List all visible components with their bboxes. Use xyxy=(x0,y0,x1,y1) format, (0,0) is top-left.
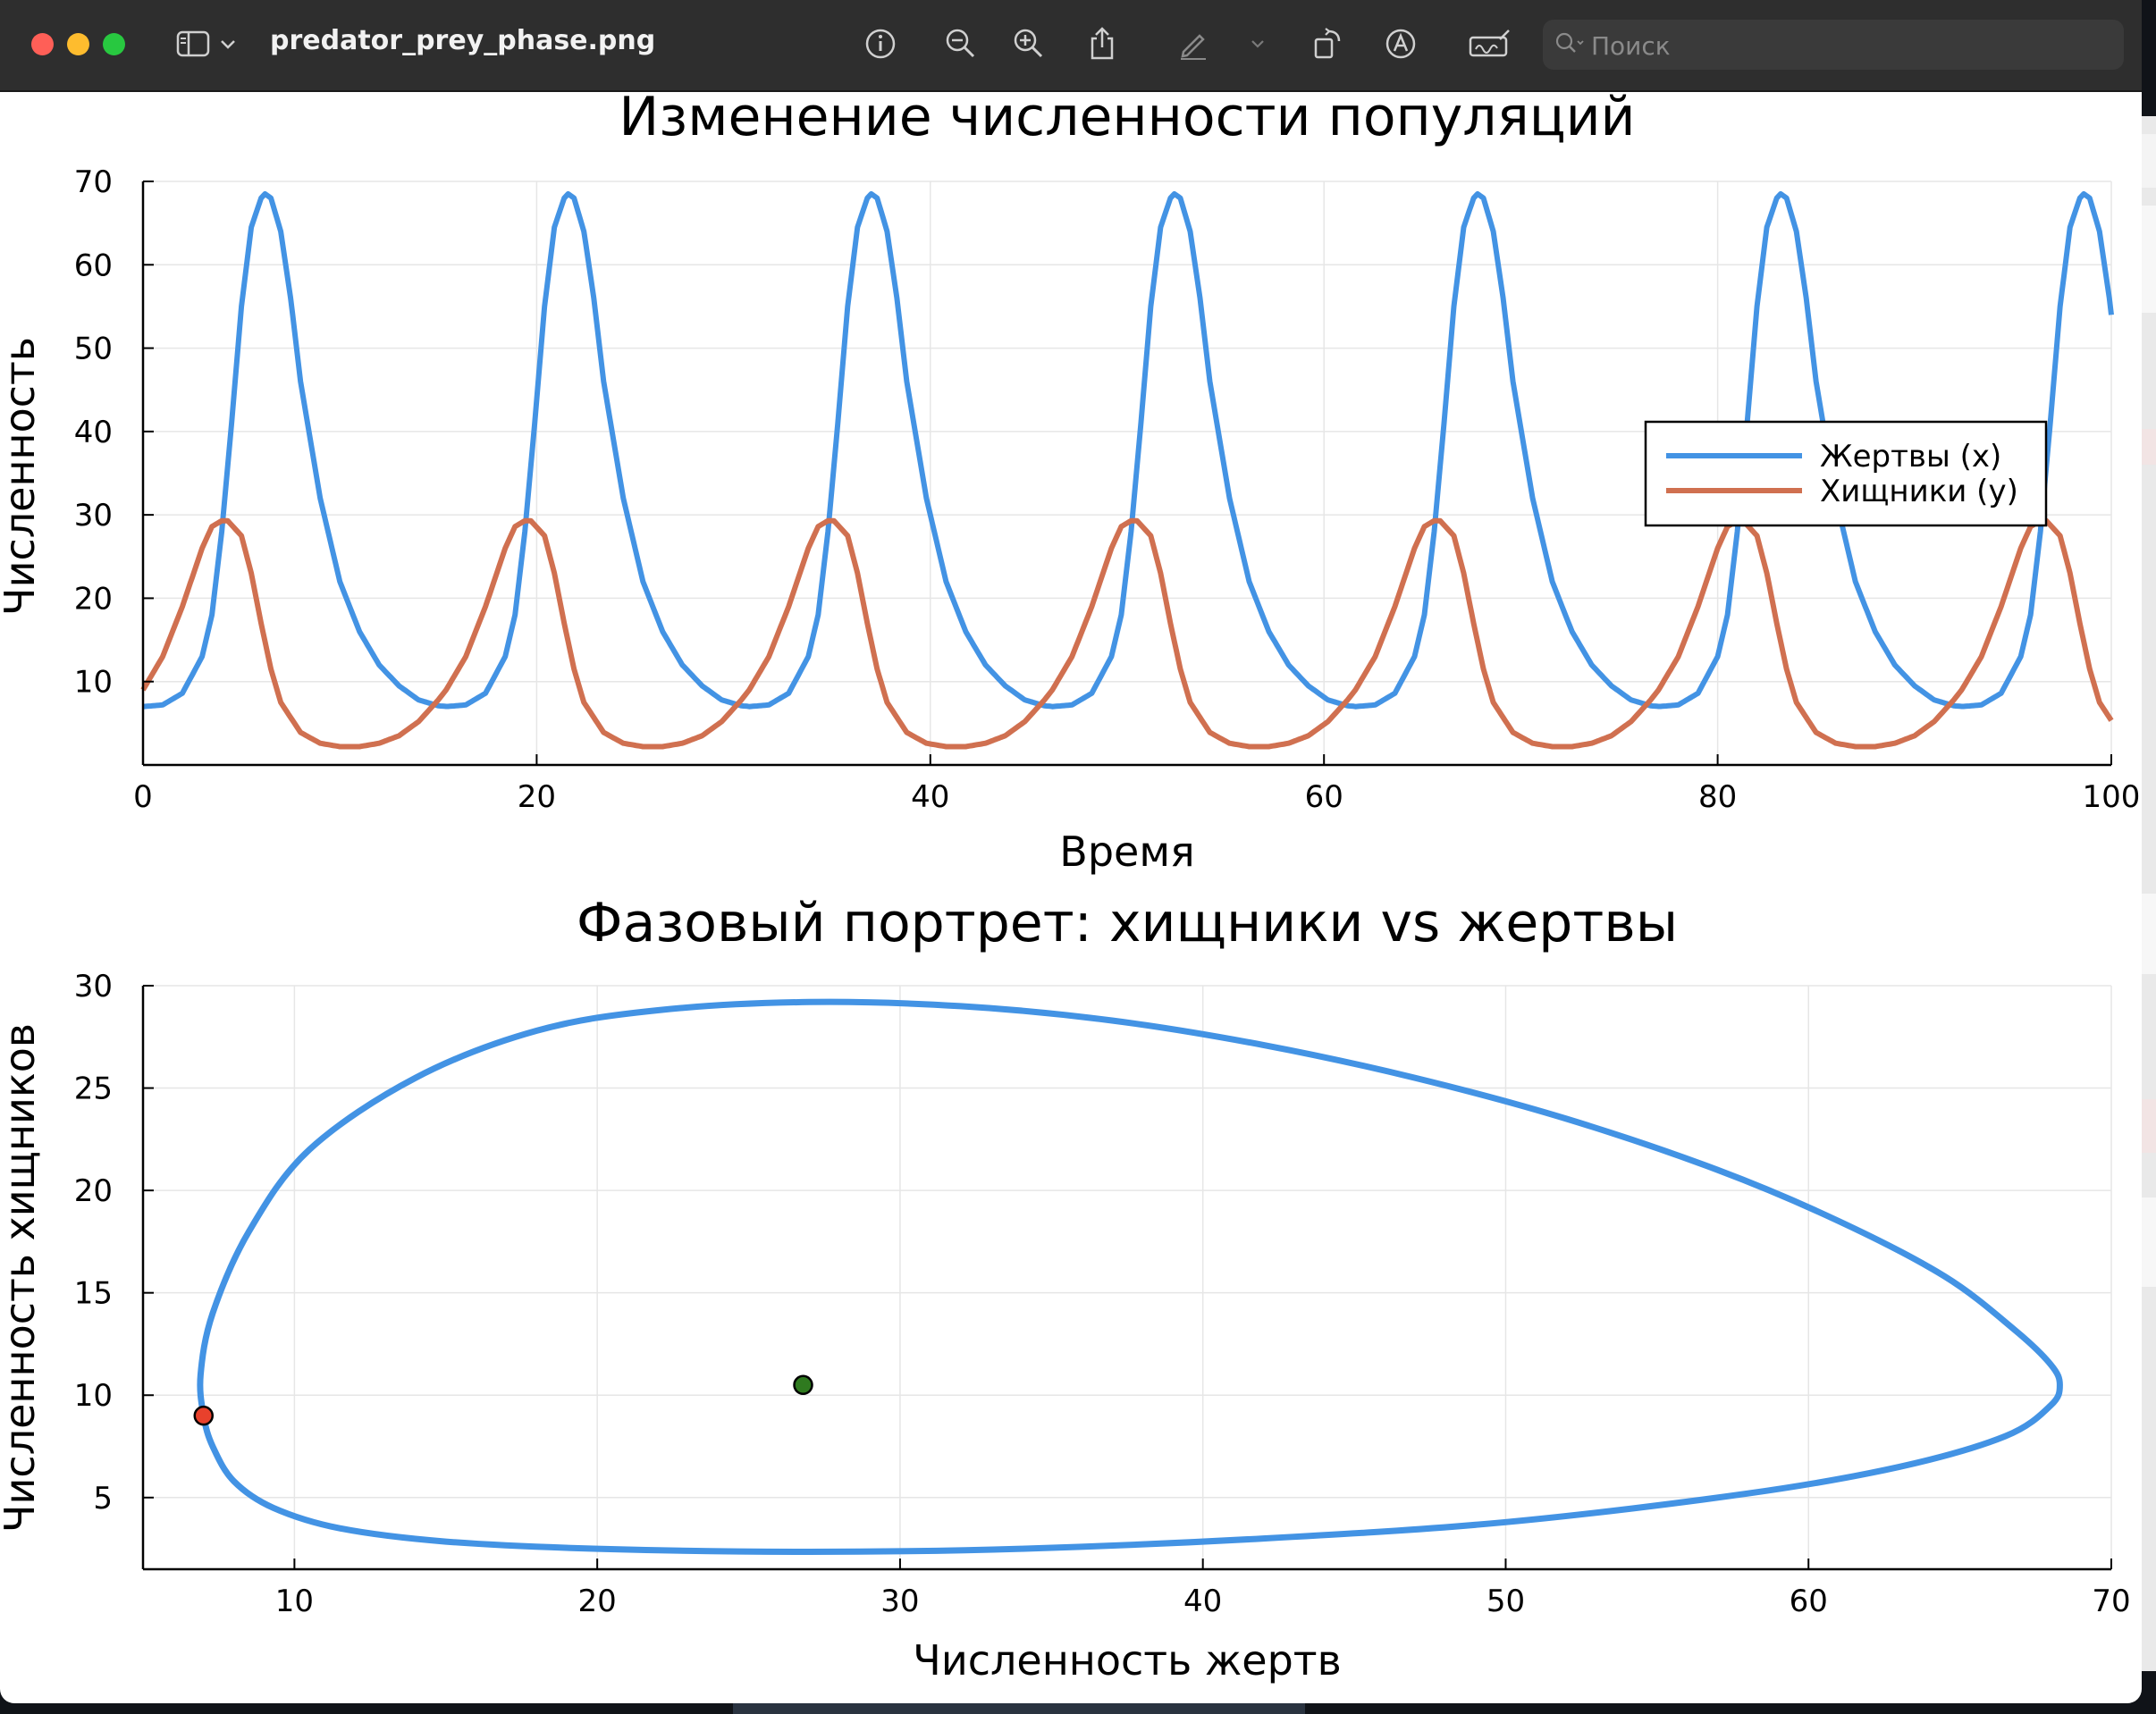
x-tick-label: 30 xyxy=(880,1584,919,1619)
bottom-chart-ylabel: Численность хищников xyxy=(0,1023,44,1533)
share-icon[interactable] xyxy=(1082,22,1123,65)
phase-orbit-line xyxy=(197,998,2063,1555)
x-tick-label: 20 xyxy=(518,779,556,815)
bottom-chart-ticks: 10 20 30 40 50 60 70 5 10 15 20 25 30 xyxy=(74,969,2131,1619)
legend-label-predator: Хищники (y) xyxy=(1820,474,2018,509)
bottom-chart-grid xyxy=(143,985,2112,1569)
y-tick-label: 30 xyxy=(74,969,113,1004)
x-tick-label: 0 xyxy=(133,779,153,815)
y-tick-label: 20 xyxy=(74,581,113,617)
markup-chevron-down-icon[interactable] xyxy=(1246,22,1269,65)
title-bar: predator_prey_phase.png xyxy=(0,0,2142,92)
chevron-down-icon[interactable] xyxy=(215,22,241,65)
x-tick-label: 40 xyxy=(1183,1584,1222,1619)
x-tick-label: 60 xyxy=(1790,1584,1828,1619)
bottom-chart-axes xyxy=(141,985,2112,1571)
y-tick-label: 50 xyxy=(74,332,113,367)
top-chart-ylabel: Численность xyxy=(0,337,44,616)
x-tick-label: 20 xyxy=(578,1584,617,1619)
signature-icon[interactable] xyxy=(1466,22,1514,65)
plot-image: Изменение численности популяций 0 20 40 60 8… xyxy=(0,90,2140,1685)
top-chart-series xyxy=(140,191,2114,750)
y-tick-label: 70 xyxy=(74,164,113,200)
search-input[interactable] xyxy=(1589,27,2111,64)
legend-label-prey: Жертвы (x) xyxy=(1820,439,2001,475)
bottom-chart-orbit xyxy=(197,998,2063,1555)
x-tick-label: 10 xyxy=(275,1584,314,1619)
top-chart-title: Изменение численности популяций xyxy=(619,90,1635,148)
markup-circle-a-icon[interactable] xyxy=(1380,22,1421,65)
bottom-chart-points xyxy=(193,1374,813,1426)
minimize-window-button[interactable] xyxy=(67,33,89,55)
y-tick-label: 10 xyxy=(74,665,113,701)
bottom-chart-title: Фазовый портрет: хищники vs жертвы xyxy=(577,892,1678,954)
top-chart-axes xyxy=(141,181,2112,767)
window-title: predator_prey_phase.png xyxy=(270,25,656,56)
start-point-marker xyxy=(193,1405,215,1426)
y-tick-label: 20 xyxy=(74,1173,113,1209)
x-tick-label: 70 xyxy=(2092,1584,2130,1619)
zoom-window-button[interactable] xyxy=(103,33,125,55)
phase-portrait-chart: Фазовый портрет: хищники vs жертвы 10 20 3… xyxy=(0,892,2131,1685)
x-tick-label: 50 xyxy=(1486,1584,1525,1619)
predator-series-line xyxy=(140,517,2114,750)
y-tick-label: 30 xyxy=(74,498,113,534)
y-tick-label: 60 xyxy=(74,248,113,283)
rotate-icon[interactable] xyxy=(1307,22,1348,65)
search-field[interactable] xyxy=(1543,20,2124,70)
search-icon xyxy=(1554,30,1586,63)
top-chart-xlabel: Время xyxy=(1059,828,1194,876)
markup-pen-icon[interactable] xyxy=(1173,22,1214,65)
x-tick-label: 60 xyxy=(1305,779,1343,815)
x-tick-label: 100 xyxy=(2083,779,2141,815)
equilibrium-point-marker xyxy=(793,1374,813,1396)
info-icon[interactable] xyxy=(860,22,901,65)
x-tick-label: 80 xyxy=(1698,779,1737,815)
bottom-chart-xlabel: Численность жертв xyxy=(913,1636,1341,1685)
close-window-button[interactable] xyxy=(31,33,54,55)
zoom-in-icon[interactable] xyxy=(1008,22,1049,65)
y-tick-label: 10 xyxy=(74,1378,113,1414)
sidebar-toggle-icon[interactable] xyxy=(173,22,215,65)
y-tick-label: 15 xyxy=(74,1276,113,1312)
top-chart-ticks: 0 20 40 60 80 100 10 20 30 40 50 60 70 xyxy=(74,164,2141,815)
top-chart-legend: Жертвы (x) Хищники (y) xyxy=(1644,420,2048,527)
x-tick-label: 40 xyxy=(911,779,949,815)
time-series-chart: Изменение численности популяций 0 20 40 60 8… xyxy=(0,90,2140,876)
y-tick-label: 40 xyxy=(74,415,113,450)
y-tick-label: 25 xyxy=(74,1071,113,1107)
y-tick-label: 5 xyxy=(93,1481,113,1517)
prey-series-line xyxy=(142,191,2114,710)
zoom-out-icon[interactable] xyxy=(940,22,981,65)
